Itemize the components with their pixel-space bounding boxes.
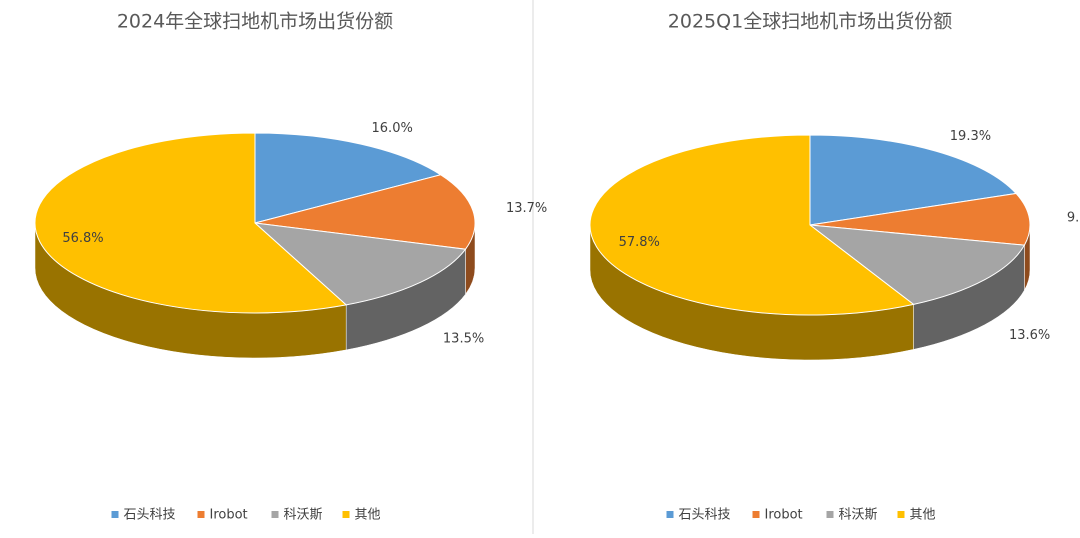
legend-label: Irobot [765, 508, 803, 523]
legend-marker [897, 511, 905, 518]
data-label: 13.7% [506, 201, 547, 216]
pie-slice [809, 134, 1018, 226]
legend-label: 石头科技 [679, 508, 731, 523]
legend-label: Irobot [210, 508, 248, 523]
pie-slice [808, 224, 1026, 305]
chart-title: 2024年全球扫地机市场出货份额 [117, 11, 393, 33]
legend-marker [342, 511, 350, 518]
pie-slice [254, 132, 442, 224]
legend-label: 石头科技 [124, 508, 176, 523]
data-label: 9.3% [1067, 210, 1080, 225]
pie-slice [34, 132, 348, 314]
data-label: 19.3% [950, 129, 991, 144]
data-label: 16.0% [372, 121, 413, 136]
legend-marker [826, 511, 834, 518]
pie-slice [589, 134, 915, 316]
data-label: 57.8% [619, 235, 660, 250]
legend-label: 其他 [355, 508, 381, 523]
legend-marker [197, 511, 205, 518]
data-label: 13.5% [443, 332, 484, 347]
chart-title: 2025Q1全球扫地机市场出货份额 [668, 11, 952, 33]
legend-marker [666, 511, 674, 518]
legend-label: 科沃斯 [284, 508, 323, 523]
pie-slice [253, 222, 467, 306]
legend-marker [271, 511, 279, 518]
legend-label: 科沃斯 [839, 508, 878, 523]
pie-slice [254, 174, 476, 250]
legend-marker [111, 511, 119, 518]
legend-label: 其他 [910, 508, 936, 523]
data-label: 13.6% [1009, 328, 1050, 343]
data-label: 56.8% [62, 231, 103, 246]
pie-slice [809, 192, 1031, 246]
legend-marker [752, 511, 760, 518]
